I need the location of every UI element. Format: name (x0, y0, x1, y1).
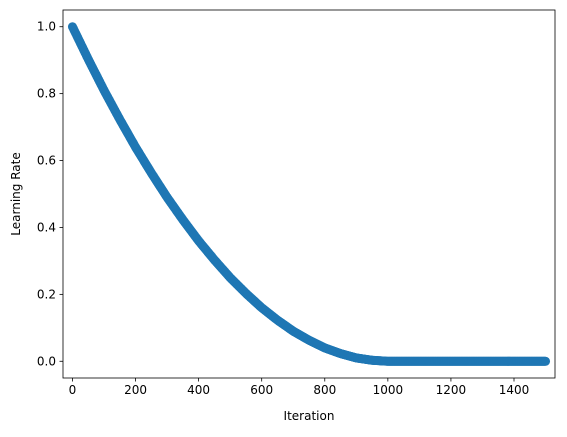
x-axis-label: Iteration (284, 409, 335, 423)
axes: 0 200 400 600 800 1000 1200 1400 0.0 0.2 0.4 0.6 0.8… (37, 9, 556, 397)
scatter-point (541, 356, 551, 366)
plot-frame (62, 9, 556, 379)
y-tick-label: 0.2 (37, 287, 56, 301)
data-marks (67, 22, 551, 366)
y-tick-label: 0.4 (37, 220, 56, 234)
x-tick-label: 800 (313, 383, 336, 397)
x-tick-label: 1000 (373, 383, 404, 397)
x-tick-label: 200 (124, 383, 147, 397)
y-axis-label: Learning Rate (9, 152, 23, 235)
x-tick-label: 0 (69, 383, 77, 397)
y-tick-label: 0.6 (37, 154, 56, 168)
series-0-markers (67, 22, 551, 366)
x-tick-label: 1400 (499, 383, 530, 397)
x-tick-label: 600 (250, 383, 273, 397)
x-tick-label: 400 (187, 383, 210, 397)
x-tick-label: 1200 (436, 383, 467, 397)
y-tick-label: 0.0 (37, 354, 56, 368)
y-tick-label: 0.8 (37, 87, 56, 101)
y-tick-label: 1.0 (37, 20, 56, 34)
